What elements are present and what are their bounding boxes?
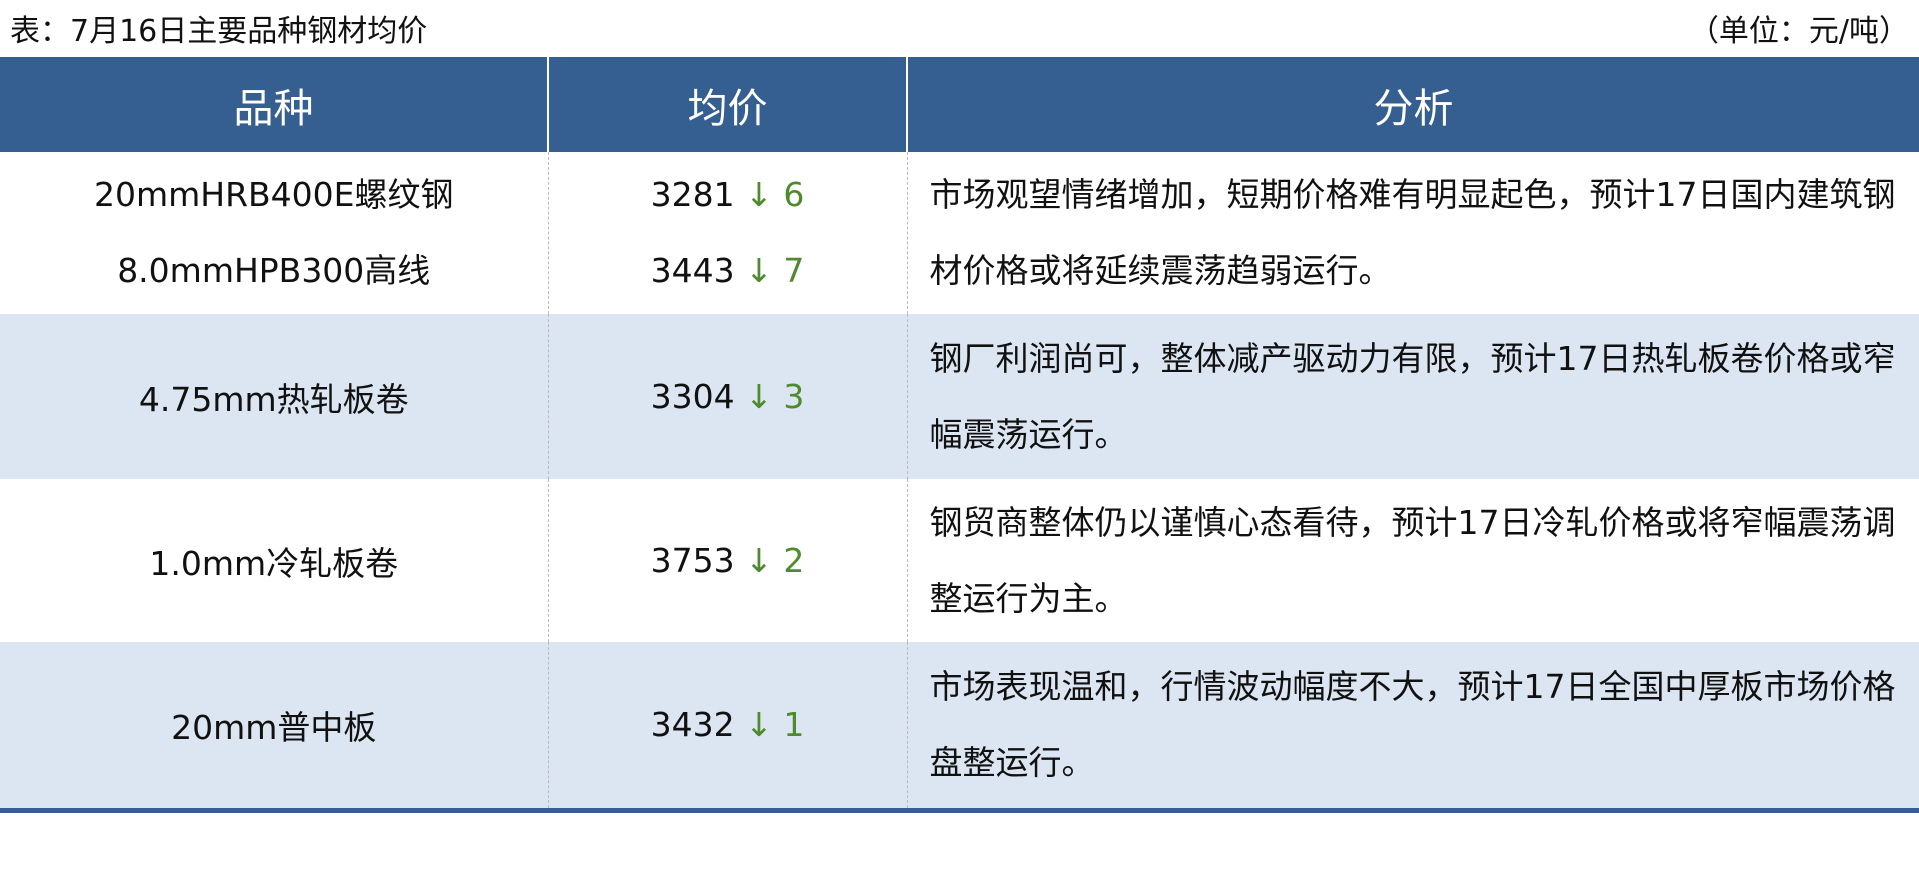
analysis-cell: 钢贸商整体仍以谨慎心态看待，预计17日冷轧价格或将窄幅震荡调整运行为主。: [906, 479, 1919, 642]
table-row: 1.0mm冷轧板卷 3753 ↓ 2 钢贸商整体仍以谨慎心态看待，预计17日冷轧…: [0, 479, 1919, 642]
down-arrow-icon: ↓: [745, 175, 773, 214]
price-change: 7: [783, 251, 805, 290]
analysis-cell: 钢厂利润尚可，整体减产驱动力有限，预计17日热轧板卷价格或窄幅震荡运行。: [906, 314, 1919, 479]
variety-cell: 20mmHRB400E螺纹钢 8.0mmHPB300高线: [0, 152, 548, 314]
variety-name: 1.0mm冷轧板卷: [149, 543, 399, 583]
price-change: 3: [783, 377, 805, 416]
unit-label: （单位：元/吨）: [1688, 14, 1909, 49]
analysis-cell: 市场表现温和，行情波动幅度不大，预计17日全国中厚板市场价格盘整运行。: [906, 642, 1919, 810]
price-value: 3443: [650, 251, 735, 290]
price-cell: 3304 ↓ 3: [547, 314, 907, 479]
table-title: 表：7月16日主要品种钢材均价: [10, 14, 428, 49]
down-arrow-icon: ↓: [745, 377, 773, 416]
price-value: 3753: [650, 541, 735, 580]
price-cell: 3753 ↓ 2: [547, 479, 907, 642]
header-variety: 品种: [0, 57, 548, 152]
table-row: 20mmHRB400E螺纹钢 8.0mmHPB300高线 3281 ↓ 6 34…: [0, 152, 1919, 314]
variety-name: 20mm普中板: [0, 642, 548, 810]
price-value: 3281: [650, 175, 735, 214]
variety-name: 20mmHRB400E螺纹钢: [93, 175, 454, 214]
header-row: 品种 均价 分析: [0, 57, 1919, 152]
price-cell: 3432 ↓ 1: [547, 642, 907, 810]
price-change: 2: [783, 541, 805, 580]
price-value: 3432: [650, 705, 735, 745]
variety-name: 8.0mmHPB300高线: [117, 251, 431, 290]
price-change: 6: [783, 175, 805, 214]
analysis-cell: 市场观望情绪增加，短期价格难有明显起色，预计17日国内建筑钢材价格或将延续震荡趋…: [906, 152, 1919, 314]
variety-name: 4.75mm热轧板卷: [0, 314, 548, 479]
down-arrow-icon: ↓: [745, 705, 773, 745]
price-change: 1: [783, 705, 805, 745]
steel-price-table: 品种 均价 分析 20mmHRB400E螺纹钢 8.0mmHPB300高线 32…: [0, 57, 1919, 813]
price-value: 3304: [650, 377, 735, 416]
table-row: 4.75mm热轧板卷 3304 ↓ 3 钢厂利润尚可，整体减产驱动力有限，预计1…: [0, 314, 1919, 479]
header-price: 均价: [547, 57, 907, 152]
price-cell: 3281 ↓ 6 3443 ↓ 7: [547, 152, 907, 314]
down-arrow-icon: ↓: [745, 251, 773, 290]
header-analysis: 分析: [906, 57, 1919, 152]
table-row: 20mm普中板 3432 ↓ 1 市场表现温和，行情波动幅度不大，预计17日全国…: [0, 642, 1919, 810]
down-arrow-icon: ↓: [745, 541, 773, 580]
table-caption: 表：7月16日主要品种钢材均价 （单位：元/吨）: [0, 0, 1919, 56]
